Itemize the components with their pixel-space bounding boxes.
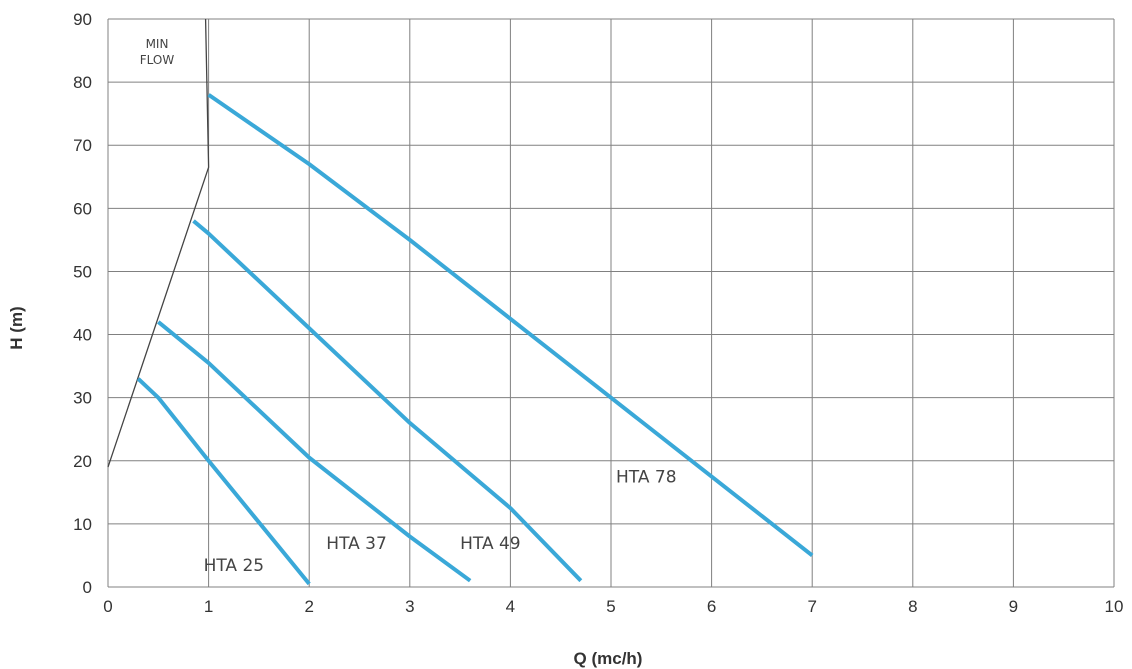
x-axis-title: Q (mc/h) (574, 649, 643, 668)
y-tick-label: 90 (73, 10, 92, 29)
min-flow-label: FLOW (140, 53, 175, 67)
x-tick-label: 7 (807, 597, 816, 616)
x-tick-label: 8 (908, 597, 917, 616)
series-label: HTA 49 (460, 534, 521, 554)
x-tick-label: 5 (606, 597, 615, 616)
axis-ticks: 0 1 2 3 4 5 6 7 8 9 10 0 10 20 30 40 50 60 70 80 90 (73, 10, 1123, 616)
y-tick-label: 20 (73, 452, 92, 471)
y-axis-title: H (m) (7, 306, 26, 349)
series-label: HTA 78 (616, 468, 677, 488)
curves (136, 93, 814, 586)
x-tick-label: 9 (1009, 597, 1018, 616)
series-labels: HTA 25 HTA 37 HTA 49 HTA 78 (204, 468, 677, 576)
y-tick-label: 0 (83, 578, 92, 597)
series-line-hta-49 (192, 219, 583, 583)
x-tick-label: 3 (405, 597, 414, 616)
y-tick-label: 10 (73, 515, 92, 534)
x-tick-label: 2 (304, 597, 313, 616)
y-tick-label: 70 (73, 136, 92, 155)
series-label: HTA 25 (204, 556, 265, 576)
y-tick-label: 50 (73, 262, 92, 281)
y-tick-label: 60 (73, 199, 92, 218)
y-tick-label: 80 (73, 73, 92, 92)
y-tick-label: 30 (73, 389, 92, 408)
min-flow-line (107, 18, 210, 468)
x-tick-label: 4 (506, 597, 515, 616)
series-line-hta-25 (136, 377, 311, 586)
series-line-hta-78 (207, 93, 814, 558)
min-flow-group: MIN FLOW (107, 18, 210, 468)
x-tick-label: 0 (103, 597, 112, 616)
series-label: HTA 37 (326, 534, 387, 554)
x-tick-label: 6 (707, 597, 716, 616)
min-flow-label: MIN (146, 37, 169, 51)
y-tick-label: 40 (73, 326, 92, 345)
series-line-hta-37 (157, 320, 472, 583)
x-tick-label: 1 (204, 597, 213, 616)
x-tick-label: 10 (1105, 597, 1124, 616)
grid (107, 18, 1115, 588)
